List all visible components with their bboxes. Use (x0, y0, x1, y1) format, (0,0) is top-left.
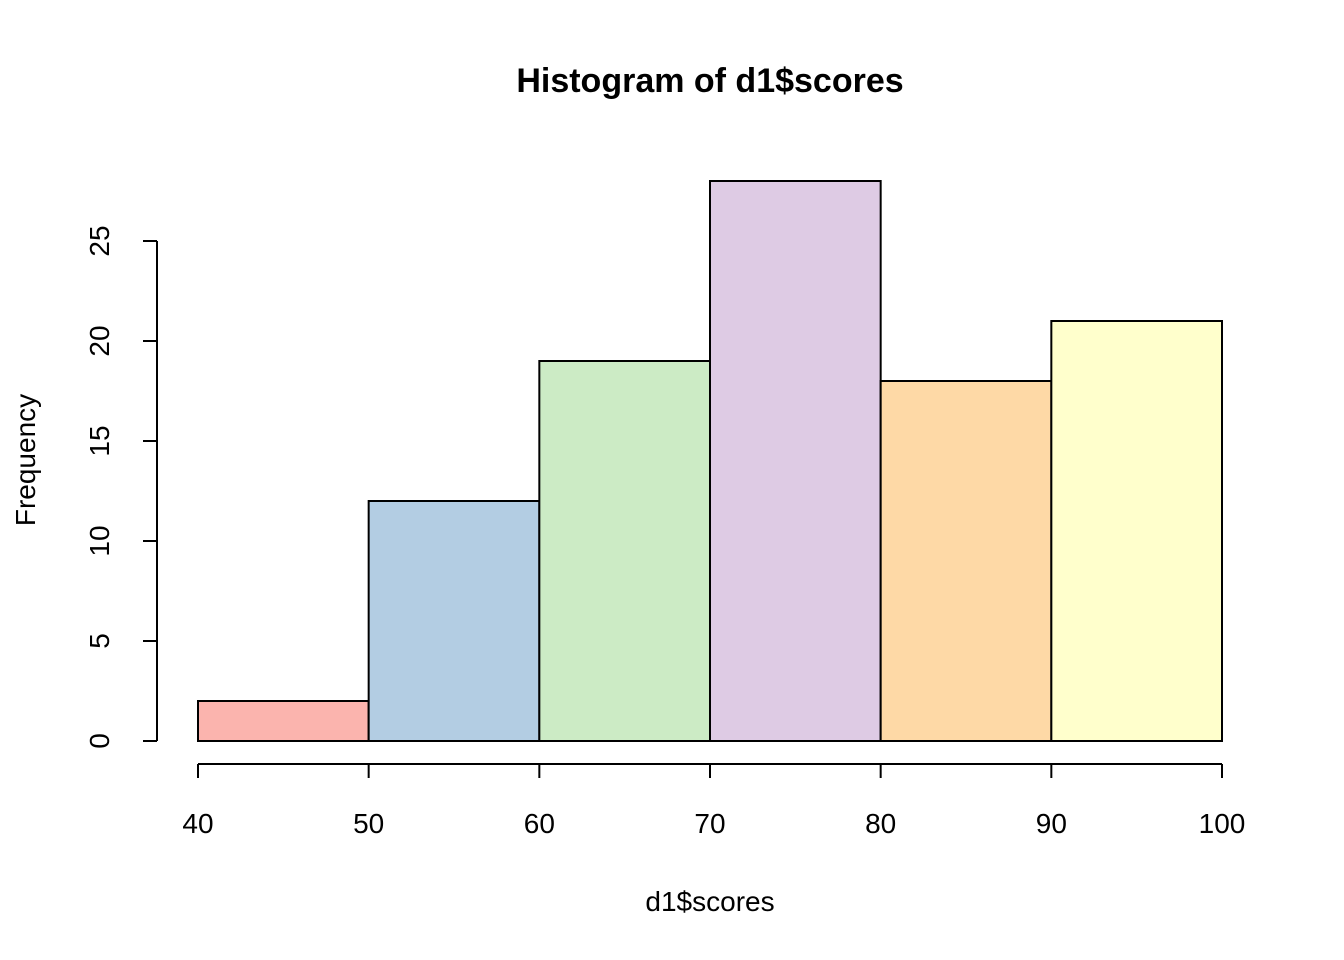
x-tick-label: 60 (524, 808, 555, 839)
y-axis-label: Frequency (10, 394, 41, 526)
histogram-bar (197, 700, 370, 742)
x-tick-label: 50 (353, 808, 384, 839)
histogram-bar (709, 180, 882, 742)
x-tick-label: 90 (1036, 808, 1067, 839)
y-axis: 0 5 10 15 20 25 (84, 225, 158, 749)
x-tick-label: 80 (865, 808, 896, 839)
y-tick-label: 15 (84, 425, 115, 456)
bars-group (197, 180, 1224, 742)
x-tick-label: 40 (182, 808, 213, 839)
y-tick-label: 0 (84, 733, 115, 749)
x-tick-label: 100 (1199, 808, 1246, 839)
y-tick-label: 25 (84, 225, 115, 256)
x-axis: 40 50 60 70 80 90 100 (182, 763, 1246, 839)
chart-title: Histogram of d1$scores (516, 62, 903, 100)
histogram-bar (1050, 320, 1224, 742)
histogram-bar (879, 380, 1053, 742)
x-axis-label: d1$scores (645, 886, 774, 917)
y-tick-label: 5 (84, 633, 115, 649)
y-tick-label: 10 (84, 525, 115, 556)
y-tick-label: 20 (84, 325, 115, 356)
histogram-bar (367, 500, 541, 742)
histogram-bar (538, 360, 711, 742)
x-tick-label: 70 (694, 808, 725, 839)
